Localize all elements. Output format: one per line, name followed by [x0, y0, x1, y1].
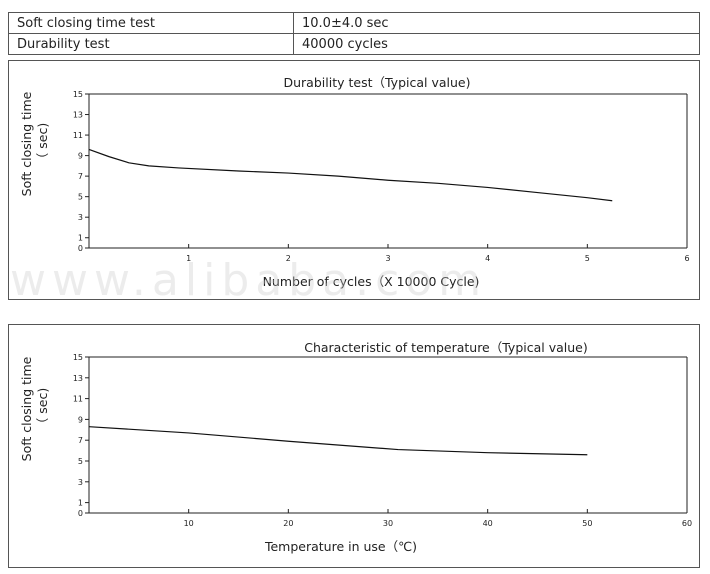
x-tick-label: 30 [383, 519, 393, 528]
y-tick-label: 3 [78, 213, 83, 222]
series-line [88, 148, 613, 202]
y-tick-label: 9 [78, 415, 83, 424]
y-tick-label: 1 [78, 234, 83, 243]
durability-chart-panel: Durability test（Typical value) 0 1 3 5 7 9 11 13… [8, 60, 700, 300]
y-tick-label: 5 [78, 193, 83, 202]
x-tick-label: 20 [283, 519, 293, 528]
temperature-chart: Characteristic of temperature（Typical va… [19, 340, 692, 554]
y-tick-label: 3 [78, 478, 83, 487]
x-tick-label: 3 [385, 254, 390, 263]
y-axis-label: Soft closing time（ sec) [19, 356, 50, 461]
y-tick-label: 1 [78, 499, 83, 508]
x-tick-label: 10 [184, 519, 194, 528]
table-row: Soft closing time test 10.0±4.0 sec [8, 12, 700, 34]
temperature-chart-panel: Characteristic of temperature（Typical va… [8, 324, 700, 568]
y-tick-label: 15 [73, 90, 83, 99]
y-tick-label: 13 [73, 374, 83, 383]
y-axis-label-line: （ sec) [35, 123, 50, 165]
spec-label: Soft closing time test [8, 12, 294, 34]
x-tick-label: 60 [682, 519, 692, 528]
y-tick-label: 7 [78, 436, 83, 445]
y-tick-label: 7 [78, 172, 83, 181]
y-axis-label-line: Soft closing time [19, 356, 34, 461]
x-tick-label: 40 [483, 519, 493, 528]
y-tick-label: 9 [78, 152, 83, 161]
spec-table: Soft closing time test 10.0±4.0 sec Dura… [8, 12, 700, 55]
series-line [88, 426, 588, 456]
x-tick-label: 4 [485, 254, 490, 263]
spec-label: Durability test [8, 33, 294, 55]
y-axis-label: Soft closing time（ sec) [19, 91, 50, 196]
y-tick-label: 13 [73, 111, 83, 120]
y-tick-label: 0 [78, 244, 83, 253]
y-axis-label-line: （ sec) [35, 388, 50, 430]
x-axis-label: Temperature in use（℃) [264, 539, 417, 554]
y-tick-label: 0 [78, 509, 83, 518]
x-tick-label: 1 [186, 254, 191, 263]
x-tick-label: 2 [286, 254, 291, 263]
x-tick-label: 50 [582, 519, 592, 528]
y-tick-label: 11 [73, 395, 83, 404]
y-tick-label: 5 [78, 457, 83, 466]
durability-chart: Durability test（Typical value)0135791113… [19, 75, 690, 289]
x-axis-label: Number of cycles（X 10000 Cycle) [263, 274, 480, 289]
y-axis-label-line: Soft closing time [19, 91, 34, 196]
spec-value: 10.0±4.0 sec [293, 12, 700, 34]
x-tick-label: 6 [684, 254, 689, 263]
y-tick-label: 11 [73, 131, 83, 140]
x-tick-label: 5 [585, 254, 590, 263]
chart-title: Characteristic of temperature（Typical va… [304, 340, 588, 355]
spec-value: 40000 cycles [293, 33, 700, 55]
y-tick-label: 15 [73, 353, 83, 362]
chart-title: Durability test（Typical value) [284, 75, 471, 90]
table-row: Durability test 40000 cycles [8, 33, 700, 55]
